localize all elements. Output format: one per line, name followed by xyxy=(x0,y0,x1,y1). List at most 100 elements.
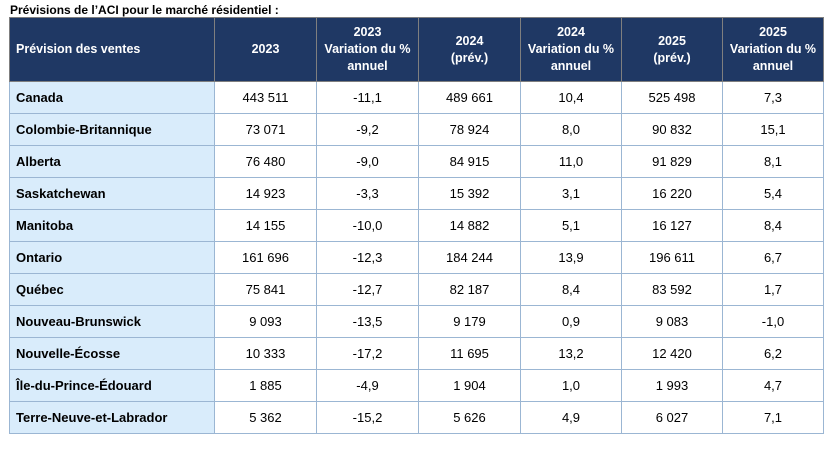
value-cell: 8,1 xyxy=(722,145,824,178)
value-cell: 7,1 xyxy=(722,401,824,434)
value-cell: 75 841 xyxy=(214,273,317,306)
value-cell: 1 904 xyxy=(418,369,521,402)
table-row: Nouveau-Brunswick 9 093 -13,5 9 179 0,9 9 083… xyxy=(9,305,824,338)
column-header-line: 2024 xyxy=(557,25,585,39)
value-cell: -17,2 xyxy=(316,337,419,370)
column-header-line: 2025 xyxy=(658,33,686,48)
value-cell: -4,9 xyxy=(316,369,419,402)
region-cell: Québec xyxy=(9,273,215,306)
region-cell: Nouvelle-Écosse xyxy=(9,337,215,370)
value-cell: -3,3 xyxy=(316,177,419,210)
value-cell: 13,2 xyxy=(520,337,622,370)
value-cell: 8,4 xyxy=(722,209,824,242)
value-cell: 10 333 xyxy=(214,337,317,370)
value-cell: 6,7 xyxy=(722,241,824,274)
region-cell: Alberta xyxy=(9,145,215,178)
value-cell: -9,0 xyxy=(316,145,419,178)
column-header-line: 2023 xyxy=(353,25,382,39)
value-cell: -13,5 xyxy=(316,305,419,338)
value-cell: 82 187 xyxy=(418,273,521,306)
value-cell: 6 027 xyxy=(621,401,723,434)
value-cell: 184 244 xyxy=(418,241,521,274)
column-header-line: annuel xyxy=(347,59,388,73)
value-cell: 84 915 xyxy=(418,145,521,178)
value-cell: 76 480 xyxy=(214,145,317,178)
value-cell: 83 592 xyxy=(621,273,723,306)
value-cell: 9 093 xyxy=(214,305,317,338)
column-header-line: 2024 xyxy=(455,33,484,48)
value-cell: 13,9 xyxy=(520,241,622,274)
value-cell: -9,2 xyxy=(316,113,419,146)
column-header-line: 2025 xyxy=(759,25,787,39)
value-cell: 78 924 xyxy=(418,113,521,146)
column-header: 2024 Variation du % annuel xyxy=(520,17,622,82)
column-header-line: Prévision des ventes xyxy=(16,42,141,56)
value-cell: 5 626 xyxy=(418,401,521,434)
column-header-line: (prév.) xyxy=(450,50,489,65)
table-row: Ontario 161 696 -12,3 184 244 13,9 196 611 6,7 xyxy=(9,241,824,274)
value-cell: 161 696 xyxy=(214,241,317,274)
region-cell: Terre-Neuve-et-Labrador xyxy=(9,401,215,434)
column-header: 2023 Variation du % annuel xyxy=(316,17,419,82)
table-row: Île-du-Prince-Édouard 1 885 -4,9 1 904 1,0 1 … xyxy=(9,369,824,402)
value-cell: 4,9 xyxy=(520,401,622,434)
value-cell: 5,4 xyxy=(722,177,824,210)
value-cell: 90 832 xyxy=(621,113,723,146)
column-header: Prévision des ventes xyxy=(9,17,215,82)
value-cell: 3,1 xyxy=(520,177,622,210)
value-cell: 489 661 xyxy=(418,81,521,114)
value-cell: -12,7 xyxy=(316,273,419,306)
region-cell: Saskatchewan xyxy=(9,177,215,210)
table-row: Saskatchewan 14 923 -3,3 15 392 3,1 16 220 5,4 xyxy=(9,177,824,210)
region-cell: Île-du-Prince-Édouard xyxy=(9,369,215,402)
column-header-line: 2023 xyxy=(251,42,280,56)
value-cell: 4,7 xyxy=(722,369,824,402)
table-row: Alberta 76 480 -9,0 84 915 11,0 91 829 8,1 xyxy=(9,145,824,178)
value-cell: 525 498 xyxy=(621,81,723,114)
value-cell: 443 511 xyxy=(214,81,317,114)
table-row: Nouvelle-Écosse 10 333 -17,2 11 695 13,2 12 4… xyxy=(9,337,824,370)
value-cell: 15 392 xyxy=(418,177,521,210)
value-cell: -12,3 xyxy=(316,241,419,274)
table-row: Colombie-Britannique 73 071 -9,2 78 924 8,0 9… xyxy=(9,113,824,146)
table-row: Terre-Neuve-et-Labrador 5 362 -15,2 5 626 4,… xyxy=(9,401,824,434)
value-cell: 1 885 xyxy=(214,369,317,402)
column-header: 2023 xyxy=(214,17,317,82)
value-cell: 1 993 xyxy=(621,369,723,402)
column-header-line: Variation du % xyxy=(324,42,411,56)
table-title: Prévisions de l’ACI pour le marché résid… xyxy=(10,3,279,17)
value-cell: 9 083 xyxy=(621,305,723,338)
value-cell: 10,4 xyxy=(520,81,622,114)
table-row: Canada 443 511 -11,1 489 661 10,4 525 498 7,3 xyxy=(9,81,824,114)
value-cell: 15,1 xyxy=(722,113,824,146)
table-row: Manitoba 14 155 -10,0 14 882 5,1 16 127 8,4 xyxy=(9,209,824,242)
value-cell: 7,3 xyxy=(722,81,824,114)
value-cell: -15,2 xyxy=(316,401,419,434)
value-cell: 12 420 xyxy=(621,337,723,370)
column-header-line: annuel xyxy=(752,59,794,73)
column-header: 2025 Variation du % annuel xyxy=(722,17,824,82)
column-header: 2025 (prév.) xyxy=(621,17,723,82)
value-cell: 73 071 xyxy=(214,113,317,146)
value-cell: 16 127 xyxy=(621,209,723,242)
value-cell: -11,1 xyxy=(316,81,419,114)
value-cell: 11 695 xyxy=(418,337,521,370)
value-cell: 9 179 xyxy=(418,305,521,338)
value-cell: 1,7 xyxy=(722,273,824,306)
region-cell: Nouveau-Brunswick xyxy=(9,305,215,338)
forecast-table: Prévision des ventes 2023 2023 Variation du… xyxy=(9,17,824,434)
value-cell: -1,0 xyxy=(722,305,824,338)
value-cell: 8,0 xyxy=(520,113,622,146)
value-cell: 5,1 xyxy=(520,209,622,242)
column-header-line: Variation du % xyxy=(527,42,615,56)
value-cell: 14 155 xyxy=(214,209,317,242)
column-header: 2024 (prév.) xyxy=(418,17,521,82)
table-body: Canada 443 511 -11,1 489 661 10,4 525 498 7,3 C… xyxy=(9,81,824,434)
value-cell: 16 220 xyxy=(621,177,723,210)
region-cell: Ontario xyxy=(9,241,215,274)
value-cell: 91 829 xyxy=(621,145,723,178)
value-cell: 14 882 xyxy=(418,209,521,242)
region-cell: Colombie-Britannique xyxy=(9,113,215,146)
table-row: Québec 75 841 -12,7 82 187 8,4 83 592 1,7 xyxy=(9,273,824,306)
region-cell: Manitoba xyxy=(9,209,215,242)
